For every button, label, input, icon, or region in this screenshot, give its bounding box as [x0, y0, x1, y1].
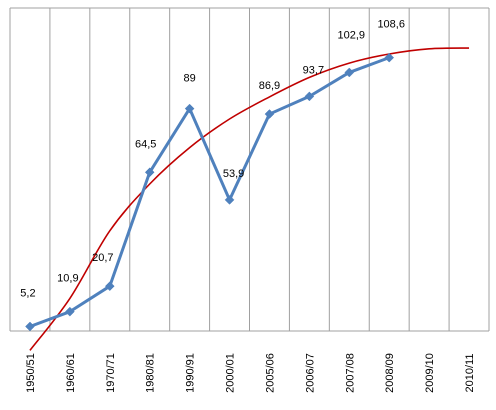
x-tick-label: 2000/01: [225, 353, 237, 393]
x-tick-label: 2007/08: [344, 353, 356, 393]
data-label: 102,9: [338, 29, 366, 41]
x-tick-label: 2009/10: [424, 353, 436, 393]
series-line: [29, 56, 390, 328]
x-tick-label: 2010/11: [464, 354, 476, 393]
x-tick-label: 2006/07: [304, 353, 316, 393]
data-point-marker: [184, 103, 195, 114]
x-tick-label: 1990/91: [185, 353, 197, 393]
data-point-marker: [344, 67, 355, 78]
x-axis-tick-labels: 1950/51 1960/61 1970/71 1980/81 1990/91 2000/…: [25, 353, 476, 393]
data-point-marker: [104, 281, 115, 292]
data-point-marker: [144, 167, 155, 178]
x-tick-label: 1960/61: [65, 353, 77, 393]
data-label: 64,5: [135, 138, 156, 150]
trend-series: [29, 47, 470, 351]
data-point-marker: [224, 195, 235, 205]
data-point-marker: [65, 306, 75, 317]
x-tick-label: 2008/09: [384, 353, 396, 393]
x-tick-label: 2005/06: [264, 353, 276, 393]
data-label: 93,7: [303, 64, 324, 76]
data-point-marker: [25, 321, 35, 332]
x-tick-label: 1950/51: [25, 353, 37, 393]
data-point-marker: [384, 52, 395, 63]
trend-line: [29, 47, 470, 351]
data-label: 20,7: [92, 252, 113, 264]
data-label: 53,9: [223, 168, 244, 180]
data-label: 10,9: [57, 273, 78, 285]
data-point-marker: [264, 109, 275, 119]
data-label: 86,9: [259, 80, 280, 92]
data-label: 5,2: [20, 287, 35, 299]
gridlines: [9, 7, 490, 332]
x-tick-label: 1970/71: [105, 353, 117, 393]
data-series: [25, 52, 395, 332]
x-tick-label: 1980/81: [145, 353, 157, 393]
data-labels: 5,2 10,9 20,7 64,5 89 53,9 86,9 93,7 102,9 108,6: [20, 19, 405, 300]
data-label: 89: [184, 73, 196, 85]
data-point-marker: [304, 91, 315, 102]
data-label: 108,6: [377, 19, 405, 31]
